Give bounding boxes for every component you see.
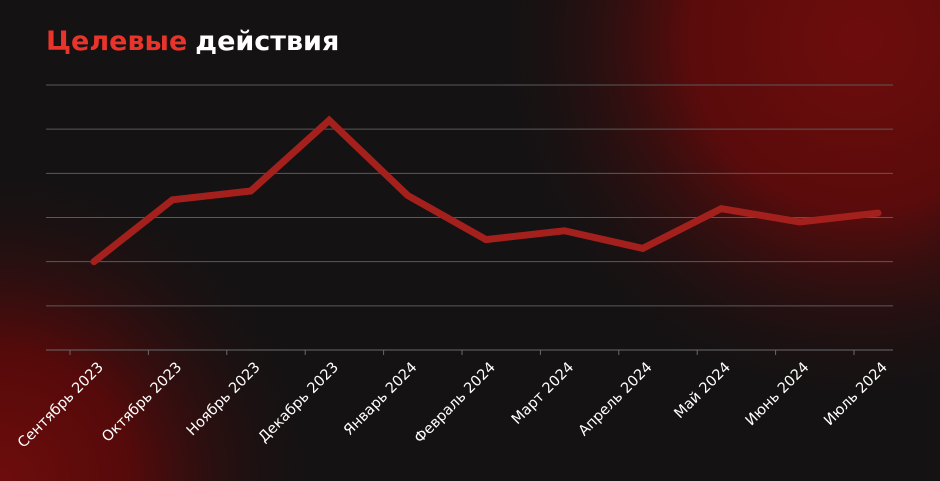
line	[90, 115, 882, 266]
chart-title: Целевые действия	[46, 26, 339, 57]
